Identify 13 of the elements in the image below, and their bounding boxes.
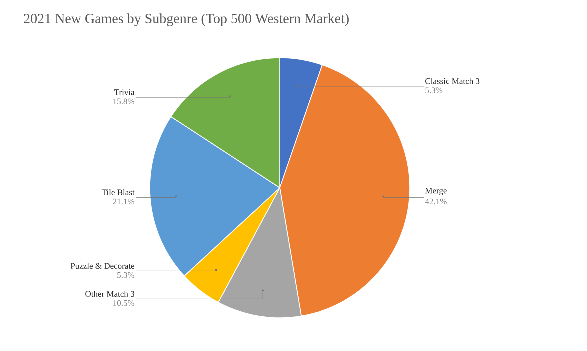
data-label: 5.3% (426, 88, 443, 94)
slice-label: Classic Match 3 (426, 78, 480, 84)
data-label: 5.3% (118, 272, 135, 278)
slice-label: Other Match 3 (86, 291, 134, 297)
data-label: 21.1% (113, 198, 135, 205)
slice-label: Puzzle & Decorate (70, 263, 135, 270)
slice-label: Trivia (114, 90, 135, 96)
slice-label: Merge (425, 188, 447, 196)
data-label: 10.5% (114, 300, 135, 306)
data-label: 15.8% (114, 98, 135, 104)
slice-label: Tile Blast (102, 189, 135, 196)
chart-title: 2021 New Games by Subgenre (Top 500 Western Market) (24, 14, 349, 26)
data-label: 42.1% (425, 198, 447, 205)
